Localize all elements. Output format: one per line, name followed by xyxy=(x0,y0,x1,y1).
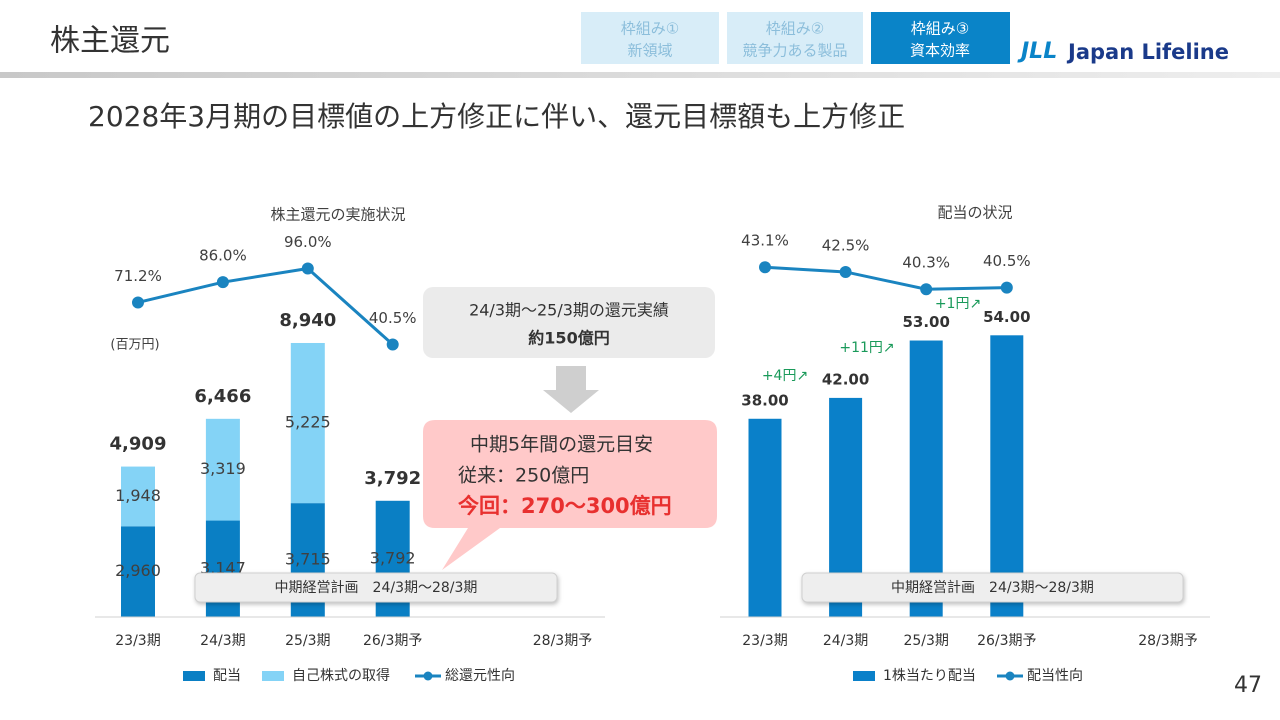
arrow xyxy=(543,366,599,413)
bar-label: 2,960 xyxy=(115,561,161,580)
tab xyxy=(871,12,1010,64)
bar xyxy=(121,526,155,617)
tab xyxy=(727,12,863,64)
callout-text: 24/3期～25/3期の還元実績 xyxy=(469,301,669,320)
legend-swatch xyxy=(183,671,205,681)
callout-text: 今回：270～300億円 xyxy=(458,494,672,518)
bar-label: 42.00 xyxy=(822,370,869,388)
x-tick-label: 28/3期予 xyxy=(533,633,592,649)
annotation: +1円↗ xyxy=(935,296,981,312)
point xyxy=(386,338,399,351)
chart-title: 株主還元の実施状況 xyxy=(270,206,405,224)
point-label: 86.0% xyxy=(199,247,247,265)
legend-label: 総還元性向 xyxy=(445,668,515,684)
callout-text: 中期5年間の還元目安 xyxy=(470,434,653,456)
bar-label: 3,715 xyxy=(285,550,331,569)
logo: Japan Lifeline xyxy=(1066,40,1229,64)
callout-box xyxy=(423,420,717,570)
legend-dot xyxy=(423,671,433,681)
slide-title: 株主還元 xyxy=(50,24,170,59)
bar-label: 53.00 xyxy=(902,313,949,331)
x-tick-label: 28/3期予 xyxy=(1138,633,1197,649)
point xyxy=(920,283,933,296)
plan-band-label: 中期経営計画 24/3期～28/3期 xyxy=(891,580,1094,596)
legend-label: 1株当たり配当 xyxy=(883,668,976,684)
plan-band-label: 中期経営計画 24/3期～28/3期 xyxy=(275,580,478,596)
point-label: 96.0% xyxy=(284,233,332,251)
legend-label: 自己株式の取得 xyxy=(292,667,390,684)
bar xyxy=(121,466,155,527)
tab-label: 競争力ある製品 xyxy=(742,42,847,60)
point-label: 71.2% xyxy=(114,267,162,285)
total-label: 3,792 xyxy=(364,468,421,489)
callout-box xyxy=(423,287,715,358)
plan-band xyxy=(194,572,558,603)
page-number: 47 xyxy=(1234,673,1262,698)
bar-label: 5,225 xyxy=(285,413,331,432)
x-tick-label: 26/3期予 xyxy=(977,633,1036,649)
tab-label: 枠組み② xyxy=(766,20,824,38)
total-label: 6,466 xyxy=(194,386,251,407)
x-tick-label: 23/3期 xyxy=(115,633,160,649)
unit-label: (百万円) xyxy=(110,338,159,353)
tab xyxy=(581,12,719,64)
annotation: +4円↗ xyxy=(762,368,808,384)
point-label: 40.3% xyxy=(902,254,950,272)
tab-label: 資本効率 xyxy=(910,42,970,60)
bar-label: 3,792 xyxy=(370,548,416,567)
legend-swatch xyxy=(853,671,875,681)
tab-label: 枠組み① xyxy=(621,20,679,38)
callout-text: 約150億円 xyxy=(528,329,609,348)
bar-label: 3,319 xyxy=(200,459,246,478)
bar xyxy=(748,418,782,617)
legend-label: 配当性向 xyxy=(1027,668,1083,684)
point xyxy=(301,262,314,275)
x-tick-label: 23/3期 xyxy=(742,633,787,649)
bar xyxy=(205,418,240,521)
point xyxy=(132,296,144,309)
line xyxy=(764,265,1007,291)
legend-label: 配当 xyxy=(213,668,241,684)
callout-text: 従来：250億円 xyxy=(458,465,589,487)
point xyxy=(839,265,852,278)
point xyxy=(759,261,771,274)
point-label: 40.5% xyxy=(983,252,1031,270)
point-label: 43.1% xyxy=(741,232,789,250)
logo-mark: JLL xyxy=(1017,39,1057,64)
point-label: 40.5% xyxy=(369,309,417,327)
bar xyxy=(909,340,943,617)
subtitle: 2028年3月期の目標値の上方修正に伴い、還元目標額も上方修正 xyxy=(88,100,905,133)
header-rule xyxy=(0,72,1280,78)
legend-swatch xyxy=(262,671,284,681)
bar-label: 38.00 xyxy=(741,391,788,409)
point-label: 42.5% xyxy=(822,236,870,254)
tab-label: 新領域 xyxy=(627,42,672,60)
point xyxy=(216,276,229,289)
total-label: 8,940 xyxy=(279,310,336,331)
tab-label: 枠組み③ xyxy=(911,20,969,38)
bar-label: 54.00 xyxy=(983,308,1030,326)
annotation: +11円↗ xyxy=(839,340,894,356)
bar xyxy=(990,335,1024,617)
chart-title: 配当の状況 xyxy=(937,204,1012,222)
legend-dot xyxy=(1005,671,1015,681)
x-tick-label: 25/3期 xyxy=(903,633,948,649)
bar-label: 1,948 xyxy=(115,486,161,505)
x-tick-label: 26/3期予 xyxy=(363,633,422,649)
x-tick-label: 24/3期 xyxy=(823,633,868,649)
point xyxy=(1000,281,1013,294)
x-tick-label: 24/3期 xyxy=(200,633,245,649)
bar xyxy=(290,342,325,504)
line xyxy=(137,266,394,346)
plan-band xyxy=(801,572,1184,603)
x-tick-label: 25/3期 xyxy=(285,633,330,649)
total-label: 4,909 xyxy=(110,434,167,455)
